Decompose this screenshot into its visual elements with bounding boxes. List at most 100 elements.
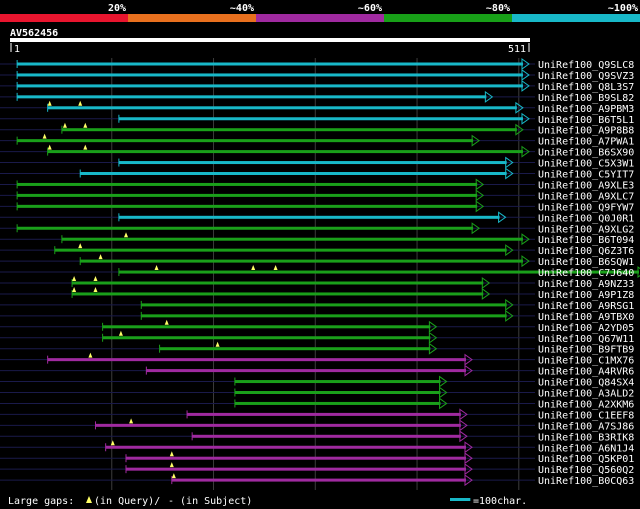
hit-arrowhead [498,211,507,224]
hit-bar [47,150,523,154]
hit-bar [146,369,466,373]
hit-label: UniRef100_A2YD05 [538,323,634,334]
hit-bar [105,445,466,449]
hit-label: UniRef100_C7J640 [538,268,634,279]
gap-marker [93,276,98,281]
scale-segment [384,14,512,22]
hit-arrowhead [471,134,480,147]
gap-marker [78,243,83,249]
gap-marker [83,122,88,128]
hit-arrowhead [521,112,530,125]
hit-bar [54,248,507,252]
hit-bar [17,139,474,143]
hit-label: UniRef100_Q8L3S7 [538,82,634,93]
hit-label: UniRef100_A7SJ86 [538,421,634,432]
gap-marker [72,276,77,281]
hit-label: UniRef100_B9SL82 [538,93,634,104]
gap-marker [83,144,88,150]
scale-tick-label: ~100% [608,3,638,14]
hit-arrowhead [459,419,468,432]
gap-marker [118,330,123,336]
hit-label: UniRef100_A9XLE3 [538,180,634,191]
hit-bar [95,423,461,427]
hit-bar [234,380,441,384]
hit-arrowhead [439,397,448,410]
hit-arrowhead [515,123,524,136]
hit-label: UniRef100_Q84SX4 [538,378,634,389]
hit-bar [17,84,523,88]
hit-label: UniRef100_Q560Q2 [538,465,634,476]
query-gap-icon [86,496,92,503]
hit-arrowhead [505,167,514,180]
hit-bar [72,292,484,296]
gap-marker [171,473,176,479]
hit-bar [102,325,431,329]
hit-arrowhead [464,463,473,476]
hit-bar [126,456,466,460]
hit-bar [141,314,507,318]
hit-bar [118,161,507,165]
hit-arrowhead [484,90,494,103]
gap-marker [169,451,174,457]
gap-marker [62,122,67,128]
hit-bar [17,226,474,230]
hit-arrowhead [464,474,473,487]
gap-marker [47,144,52,150]
scale-segment [0,14,128,22]
hit-arrowhead [481,287,491,300]
hit-label: UniRef100_A9PBM3 [538,104,634,115]
hit-bar [102,336,431,340]
hit-arrowhead [637,266,640,279]
hit-arrowhead [521,233,530,246]
hit-label: UniRef100_C5YIT7 [538,170,634,181]
legend-footer: Large gaps: (in Query)/ - (in Subject) =100… [8,496,527,507]
hit-arrowhead [464,353,473,366]
hit-bar [118,270,639,274]
hit-arrowhead [505,309,514,322]
hit-arrowhead [521,58,530,70]
hit-arrowhead [459,430,468,443]
hit-list: UniRef100_Q9SLC8UniRef100_Q9SVZ3UniRef10… [0,58,640,487]
hit-bar [17,73,523,77]
scale-segment [256,14,384,22]
axis-end-label: 511 [508,44,526,55]
hit-arrowhead [439,386,448,399]
gap-marker [47,100,52,106]
hit-label: UniRef100_A9RSG1 [538,301,634,312]
hit-label: UniRef100_Q67W11 [538,334,634,345]
hit-label: UniRef100_Q9FYW7 [538,202,634,213]
gap-marker [129,418,134,424]
hit-bar [187,412,461,416]
hit-bar [141,303,507,307]
hit-arrowhead [475,200,485,213]
hit-arrowhead [475,178,485,191]
hit-bar [159,347,431,351]
hit-label: UniRef100_Q0J0R1 [538,213,634,224]
hit-bar [118,117,523,121]
hit-arrowhead [471,222,480,235]
identity-scale-bar: 20% ~40% ~60% ~80% ~100% [0,3,640,22]
hit-arrowhead [475,189,485,202]
hit-label: UniRef100_A4RVR6 [538,367,634,378]
hit-bar [126,467,466,471]
hit-label: UniRef100_B6SX90 [538,148,634,159]
query-bar [10,38,530,42]
gap-marker [164,319,169,325]
hit-bar [171,478,466,482]
hit-arrowhead [428,342,438,355]
hit-arrowhead [505,156,514,169]
gap-marker [98,254,103,260]
gap-marker [93,286,98,292]
hit-label: UniRef100_B6T5L1 [538,115,634,126]
hit-bar [80,259,523,263]
gaps-legend-label: Large gaps: [8,496,74,507]
hit-label: UniRef100_Q9SVZ3 [538,71,634,82]
gaps-query-label: (in Query)/ [94,496,160,507]
hit-label: UniRef100_A2XKM6 [538,399,634,410]
hit-bar [17,95,487,99]
scale-tick-label: 20% [108,3,126,14]
hit-arrowhead [521,255,530,268]
hit-label: UniRef100_C1EEF8 [538,410,634,421]
gaps-subject-label: - (in Subject) [168,496,252,507]
hit-arrowhead [515,101,524,114]
